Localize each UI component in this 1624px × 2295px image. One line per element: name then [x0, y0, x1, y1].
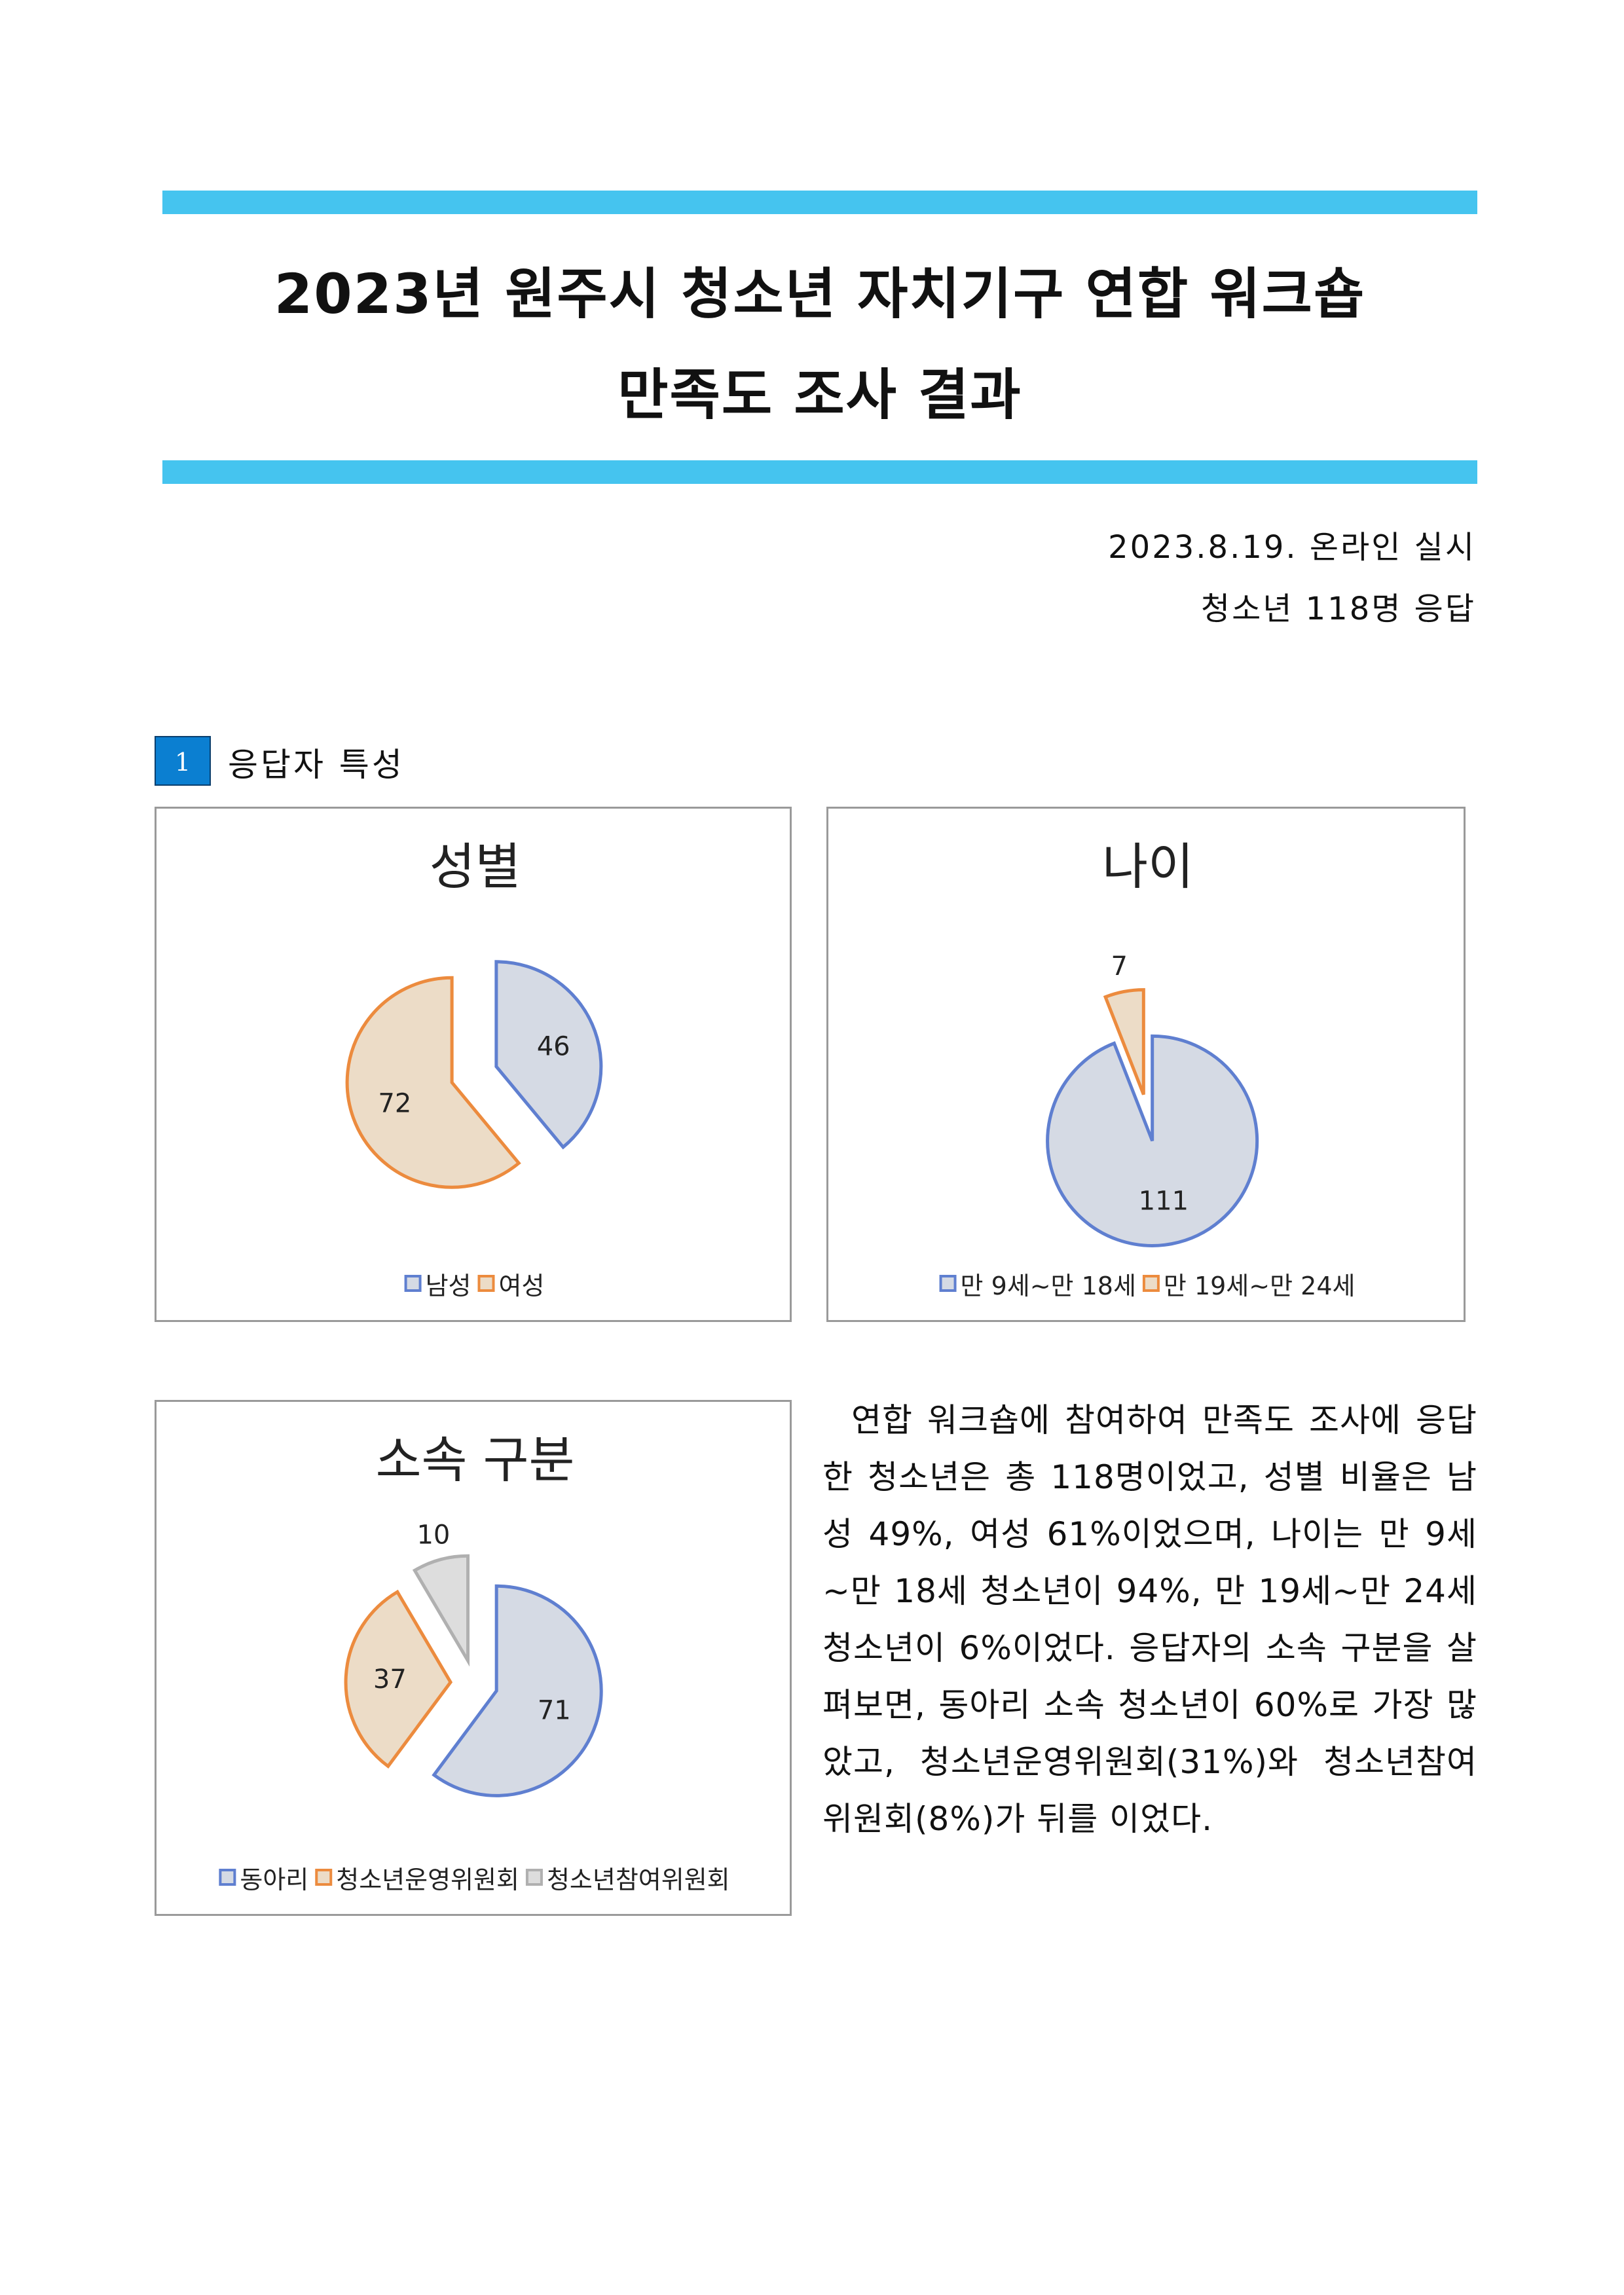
data-label-1: 71: [538, 1695, 571, 1725]
pie-slice-3: [412, 1554, 470, 1667]
section-number-badge: 1: [155, 736, 211, 786]
pie-slice-2: [1103, 988, 1145, 1095]
respondent-count: 청소년 118명 응답: [1200, 591, 1476, 627]
legend-swatch-2: [477, 1275, 495, 1292]
legend-label-2: 만 19세~만 24세: [1164, 1272, 1356, 1300]
data-label-1: 46: [537, 1031, 570, 1061]
legend-label-2: 여성: [499, 1272, 545, 1300]
data-label-2: 72: [378, 1089, 411, 1119]
chart-age-panel: 나이 111 7 만 9세~만 18세 만 19세~만 24세: [826, 807, 1466, 1322]
data-label-1: 111: [1139, 1186, 1189, 1217]
legend-swatch-1: [219, 1869, 236, 1886]
chart-legend: 남성 여성: [404, 1272, 545, 1300]
legend-swatch-2: [1142, 1275, 1160, 1292]
chart-title: 소속 구분: [376, 1431, 575, 1489]
top-accent-bar: [162, 191, 1477, 214]
legend-swatch-3: [525, 1869, 543, 1886]
legend-label-2: 청소년운영위원회: [336, 1865, 519, 1894]
legend-label-1: 만 9세~만 18세: [961, 1272, 1136, 1300]
bottom-accent-bar: [162, 460, 1477, 484]
chart-gender: 성별 46 72 남성 여성: [345, 837, 603, 1300]
pie-slice-1: [1046, 1034, 1259, 1247]
legend-label-1: 남성: [426, 1272, 471, 1300]
data-label-3: 10: [416, 1520, 450, 1550]
chart-affiliation: 소속 구분 71 37 10 동아리 청소년운영위원회 청소년참여위원회: [219, 1431, 730, 1894]
chart-age: 나이 111 7 만 9세~만 18세 만 19세~만 24세: [939, 837, 1356, 1300]
legend-swatch-1: [404, 1275, 422, 1292]
legend-swatch-1: [939, 1275, 957, 1292]
page-title-line1: 2023년 원주시 청소년 자치기구 연합 워크숍: [274, 262, 1366, 326]
data-label-2: 7: [1111, 951, 1128, 982]
summary-paragraph: 연합 워크숍에 참여하여 만족도 조사에 응답한 청소년은 총 118명이었고,…: [822, 1392, 1477, 1848]
survey-date: 2023.8.19. 온라인 실시: [1108, 529, 1476, 566]
data-label-2: 37: [373, 1664, 407, 1695]
legend-label-3: 청소년참여위원회: [547, 1865, 730, 1894]
pie-slice-1: [432, 1584, 603, 1797]
chart-legend: 동아리 청소년운영위원회 청소년참여위원회: [219, 1865, 730, 1894]
chart-title: 성별: [430, 837, 521, 896]
legend-swatch-2: [315, 1869, 333, 1886]
pie-slice-1: [494, 960, 603, 1150]
chart-legend: 만 9세~만 18세 만 19세~만 24세: [939, 1272, 1356, 1300]
chart-title: 나이: [1102, 837, 1194, 896]
pie-slice-2: [345, 976, 521, 1189]
page-title-line2: 만족도 조사 결과: [618, 363, 1022, 427]
chart-affiliation-panel: 소속 구분 71 37 10 동아리 청소년운영위원회 청소년참여위원회: [155, 1400, 792, 1916]
pie-slice-2: [344, 1589, 453, 1769]
chart-gender-panel: 성별 46 72 남성 여성: [155, 807, 792, 1322]
legend-label-1: 동아리: [240, 1865, 308, 1894]
summary-text: 연합 워크숍에 참여하여 만족도 조사에 응답한 청소년은 총 118명이었고,…: [822, 1401, 1477, 1838]
section-title: 응답자 특성: [228, 746, 405, 784]
